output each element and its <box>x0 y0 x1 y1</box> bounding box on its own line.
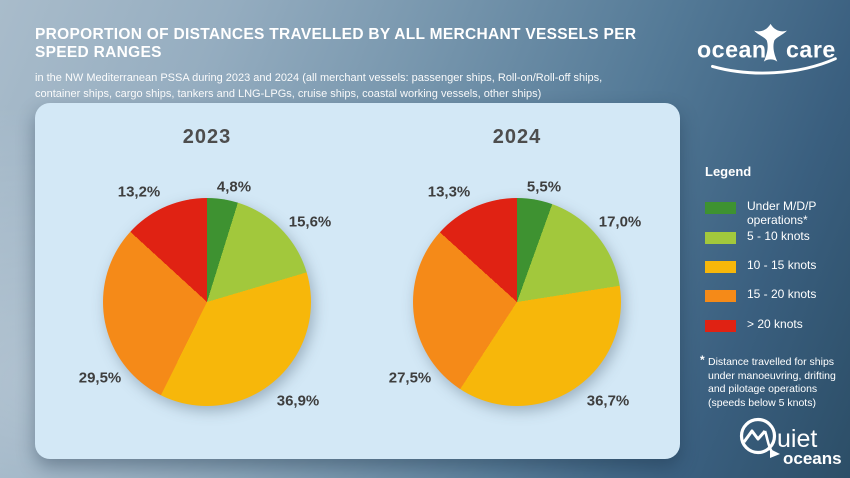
arrowhead-icon <box>770 449 780 458</box>
slice-label-2023-10-15: 36,9% <box>276 392 320 410</box>
page-title: PROPORTION OF DISTANCES TRAVELLED BY ALL… <box>35 26 637 61</box>
slice-label-2023-over-20: 13,2% <box>117 183 161 201</box>
legend-swatch-orange <box>705 290 736 302</box>
legend-label: 10 - 15 knots <box>747 258 817 272</box>
slice-label-2023-under-mdp: 4,8% <box>216 178 252 196</box>
legend: Legend Under M/D/P operations* 5 - 10 kn… <box>705 164 850 332</box>
legend-swatch-light-green <box>705 232 736 244</box>
slice-label-2024-10-15: 36,7% <box>586 392 630 410</box>
whale-tail-icon <box>754 23 787 62</box>
quiet-oceans-logo-graphic: uiet oceans <box>739 417 842 468</box>
legend-swatch-red <box>705 320 736 332</box>
legend-item-5-10-knots: 5 - 10 knots <box>705 229 810 244</box>
legend-label: > 20 knots <box>747 317 803 331</box>
pie-2023 <box>103 198 311 406</box>
pie-2024 <box>413 198 621 406</box>
quiet-oceans-word-oceans: oceans <box>783 449 842 468</box>
legend-item-10-15-knots: 10 - 15 knots <box>705 258 817 273</box>
subtitle-line-2: container ships, cargo ships, tankers an… <box>35 87 542 100</box>
slice-label-2024-under-mdp: 5,5% <box>526 178 562 196</box>
footnote-asterisk: * <box>700 353 705 367</box>
legend-item-15-20-knots: 15 - 20 knots <box>705 287 817 302</box>
footnote-text: Distance travelled for ships under manoe… <box>708 356 836 409</box>
legend-heading: Legend <box>705 164 752 179</box>
oceancare-logo-graphic: ocean care <box>697 23 837 75</box>
slice-label-2023-15-20: 29,5% <box>78 369 122 387</box>
subtitle-line-1: in the NW Mediterranean PSSA during 2023… <box>35 72 603 84</box>
quiet-oceans-logo: uiet oceans <box>737 414 849 472</box>
footnote: * Distance travelled for ships under man… <box>700 353 850 411</box>
slice-label-2023-5-10: 15,6% <box>288 213 332 231</box>
pie-chart-2023: 2023 4,8% 15,6% 36,9% 29,5% 13,2% <box>52 118 362 453</box>
slice-label-2024-5-10: 17,0% <box>598 213 642 231</box>
whale-body-swoosh <box>711 57 837 75</box>
pie-title-2024: 2024 <box>492 126 542 148</box>
legend-item-under-mdp: Under M/D/P operations* <box>705 199 842 228</box>
slice-label-2024-15-20: 27,5% <box>388 369 432 387</box>
legend-label: Under M/D/P operations* <box>747 199 817 227</box>
legend-label: 5 - 10 knots <box>747 229 810 243</box>
header: PROPORTION OF DISTANCES TRAVELLED BY ALL… <box>35 26 675 103</box>
oceancare-word-care: care <box>786 37 836 63</box>
slice-label-2024-over-20: 13,3% <box>427 183 471 201</box>
legend-item-over-20-knots: > 20 knots <box>705 317 803 332</box>
pie-title-2023: 2023 <box>182 126 232 148</box>
quiet-oceans-word-uiet: uiet <box>777 425 817 453</box>
legend-label: 15 - 20 knots <box>747 287 817 301</box>
chart-panel: 2023 4,8% 15,6% 36,9% 29,5% 13,2% 2024 5… <box>35 103 680 459</box>
legend-swatch-green <box>705 202 736 214</box>
q-circle-icon <box>739 417 777 455</box>
pie-chart-2024: 2024 5,5% 17,0% 36,7% 27,5% 13,3% <box>362 118 672 453</box>
oceancare-logo: ocean care <box>697 18 847 82</box>
wave-icon <box>742 429 767 443</box>
oceancare-word-ocean: ocean <box>697 37 767 63</box>
legend-swatch-yellow <box>705 261 736 273</box>
page-subtitle: in the NW Mediterranean PSSA during 2023… <box>35 71 675 103</box>
